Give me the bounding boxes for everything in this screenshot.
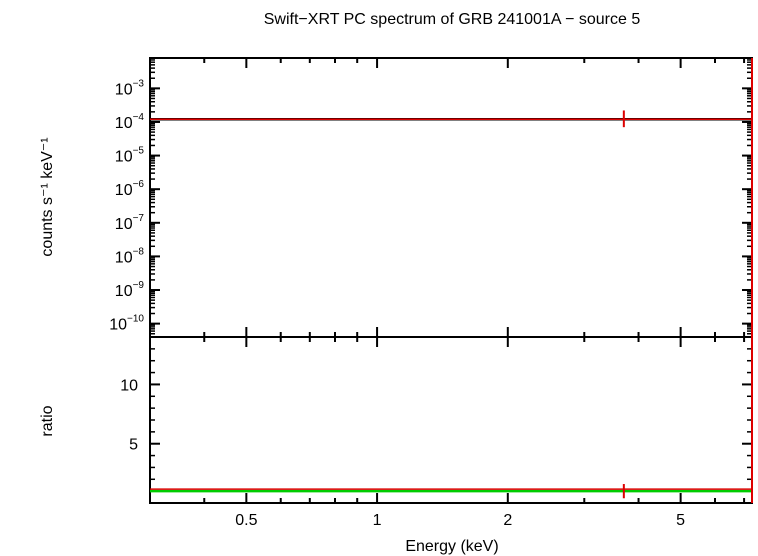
y-tick-label: 10−3 [115,78,145,98]
chart-title: Swift−XRT PC spectrum of GRB 241001A − s… [264,11,641,28]
plot-area: 0.5 1 2 5 10−3 10−4 10−5 10−6 10−7 10−8 10−9 10−10 5… [109,57,753,529]
y-tick-label: 10−5 [115,146,145,166]
ratio-y-tick-label: 10 [120,377,138,394]
y-tick-label: 10−8 [115,246,145,266]
x-axis-label: Energy (keV) [405,538,498,555]
ratio-y-tick-label: 5 [129,437,138,454]
ratio-frame [149,336,753,504]
x-tick-label: 5 [676,512,685,529]
x-tick-label: 2 [503,512,512,529]
y-axis-label-ratio: ratio [39,405,56,436]
spectrum-frame [149,57,753,338]
x-tick-label: 0.5 [235,512,257,529]
y-tick-label: 10−6 [115,179,145,199]
y-tick-label: 10−4 [115,112,145,132]
y-tick-label: 10−9 [115,280,145,300]
y-tick-label: 10−7 [115,213,145,233]
y-tick-label: 10−10 [109,314,144,334]
x-tick-label: 1 [373,512,382,529]
y-axis-label-spectrum: counts s⁻¹ keV⁻¹ [39,137,56,256]
